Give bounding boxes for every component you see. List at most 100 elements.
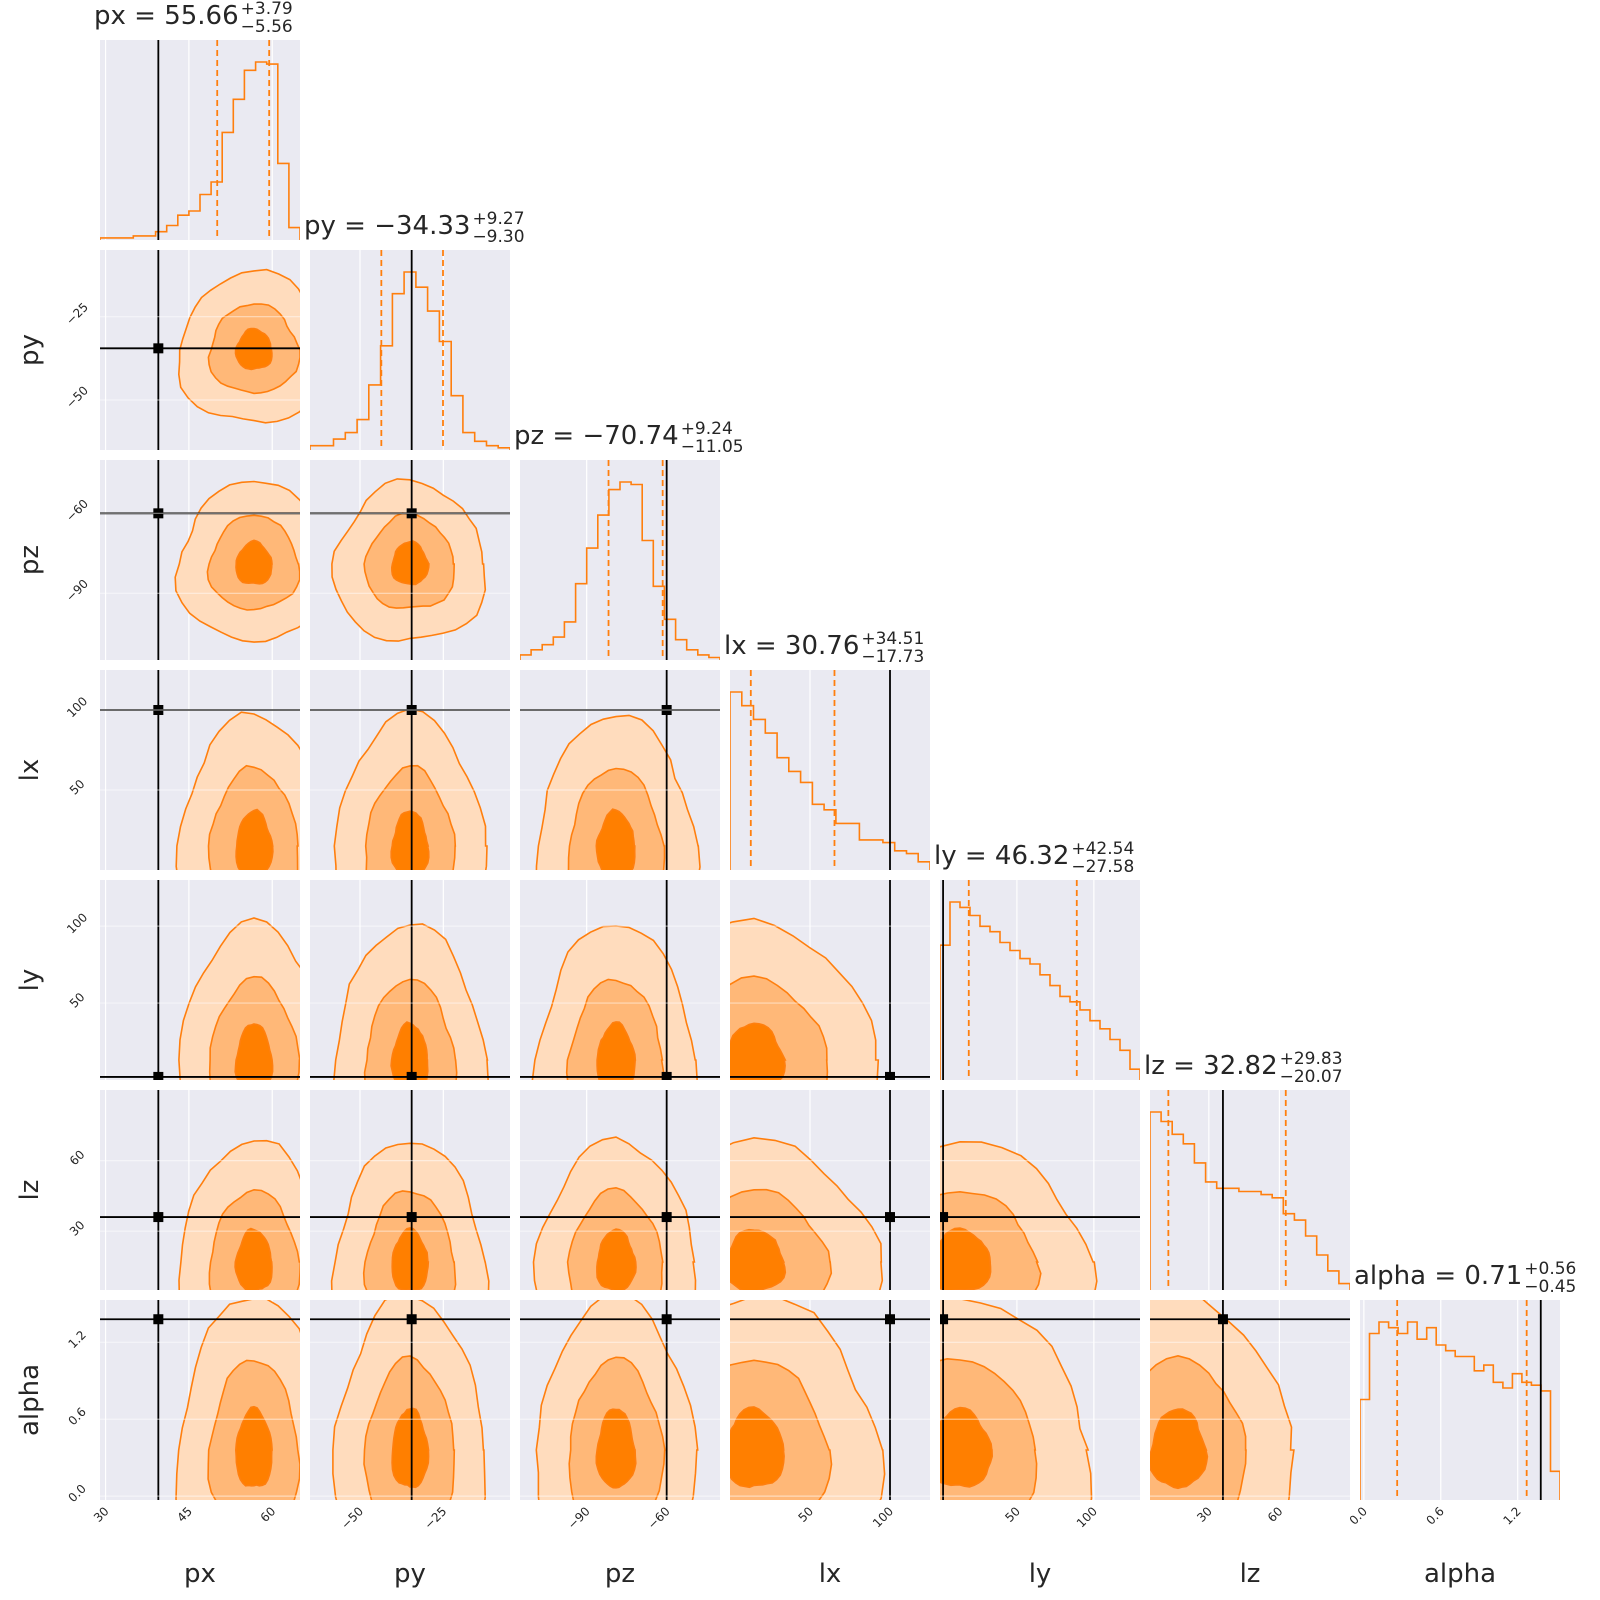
truth-marker bbox=[661, 1212, 672, 1223]
panel-content bbox=[1150, 1090, 1350, 1290]
title-minus-error: −5.56 bbox=[241, 17, 293, 37]
x-axis-label-pz: pz bbox=[605, 1559, 635, 1589]
panel-content bbox=[100, 670, 300, 870]
x-axis-label-px: px bbox=[184, 1559, 216, 1589]
contour-inner bbox=[730, 1022, 787, 1080]
panel-pz-vs-px: −90 −60 bbox=[63, 460, 300, 660]
truth-marker bbox=[940, 1212, 949, 1223]
y-tick-label: 0.6 bbox=[65, 1405, 88, 1428]
x-tick-label: 30 bbox=[1194, 1504, 1215, 1525]
x-tick-label: −25 bbox=[422, 1504, 450, 1532]
title-minus-error: −11.05 bbox=[681, 437, 744, 457]
panel-background bbox=[1360, 1300, 1560, 1500]
panel-lx-vs-px: 50 100 bbox=[64, 670, 300, 870]
panel-content bbox=[520, 460, 720, 660]
truth-marker bbox=[406, 1314, 417, 1325]
y-tick-label: 60 bbox=[67, 1147, 88, 1168]
title-alpha: alpha = 0.71 bbox=[1354, 1261, 1522, 1291]
panel-content bbox=[100, 40, 300, 240]
x-axis-label-lz: lz bbox=[1240, 1559, 1261, 1589]
y-axis-label-lz: lz bbox=[15, 1180, 45, 1201]
y-tick-label: −60 bbox=[63, 497, 91, 525]
y-tick-label: −90 bbox=[63, 577, 91, 605]
contour-inner bbox=[390, 540, 430, 586]
panel-content bbox=[940, 880, 1140, 1080]
panel-content bbox=[520, 880, 720, 1080]
panel-lz-vs-px: 30 60 bbox=[67, 1090, 300, 1290]
y-tick-label: 100 bbox=[64, 910, 90, 936]
y-tick-label: −50 bbox=[63, 383, 91, 411]
y-tick-label: 50 bbox=[67, 990, 88, 1011]
panel-background bbox=[310, 250, 510, 450]
title-median: lz = 32.82 bbox=[1144, 1051, 1278, 1081]
truth-marker bbox=[406, 1071, 417, 1080]
panel-lz-vs-lx bbox=[730, 1090, 930, 1290]
contour-inner bbox=[595, 808, 636, 870]
truth-marker bbox=[153, 343, 164, 354]
histogram-step bbox=[940, 901, 1140, 1080]
contour-inner bbox=[390, 1021, 429, 1080]
title-plus-error: +3.79 bbox=[241, 0, 293, 19]
title-minus-error: −0.45 bbox=[1524, 1277, 1576, 1297]
panel-alpha-vs-pz: −90 −60 bbox=[520, 1300, 720, 1532]
panel-lz-vs-pz bbox=[520, 1090, 720, 1290]
panel-alpha-vs-px: 0.0 0.6 1.2 30 45 60 bbox=[65, 1300, 300, 1525]
title-pz: pz = −70.74 bbox=[514, 421, 679, 451]
title-minus-error: −20.07 bbox=[1280, 1067, 1343, 1087]
contour-inner bbox=[390, 810, 430, 870]
title-median: py = −34.33 bbox=[304, 211, 470, 241]
hist-panel-ly bbox=[940, 880, 1140, 1080]
title-median: px = 55.66 bbox=[94, 1, 239, 31]
histogram-step bbox=[1360, 1321, 1560, 1500]
x-tick-label: −90 bbox=[565, 1504, 593, 1532]
panel-content bbox=[100, 1300, 300, 1500]
contour-inner bbox=[234, 1227, 273, 1290]
hist-panel-alpha: 0.0 0.6 1.2 bbox=[1347, 1300, 1560, 1528]
title-median: ly = 46.32 bbox=[934, 841, 1069, 871]
panel-content bbox=[310, 1090, 510, 1290]
histogram-step bbox=[100, 61, 300, 240]
panel-content bbox=[730, 880, 930, 1080]
contour-inner bbox=[1150, 1408, 1209, 1490]
panel-lx-vs-py bbox=[310, 670, 510, 870]
title-plus-error: +0.56 bbox=[1524, 1259, 1576, 1279]
panel-content bbox=[1150, 1300, 1350, 1500]
truth-marker bbox=[940, 1314, 949, 1325]
panel-content bbox=[310, 880, 510, 1080]
x-tick-label: 60 bbox=[1265, 1504, 1286, 1525]
x-tick-label: 1.2 bbox=[1500, 1504, 1523, 1527]
hist-panel-pz bbox=[520, 460, 720, 660]
panel-content bbox=[730, 1090, 930, 1290]
panel-content bbox=[730, 670, 930, 870]
panel-content bbox=[940, 1300, 1140, 1500]
contour-inner bbox=[234, 1023, 274, 1080]
panel-lz-vs-py bbox=[310, 1090, 510, 1290]
x-tick-label: 0.6 bbox=[1423, 1504, 1446, 1527]
panel-ly-vs-pz bbox=[520, 880, 720, 1080]
title-median: lx = 30.76 bbox=[724, 631, 859, 661]
panel-content bbox=[520, 670, 720, 870]
contour-inner bbox=[235, 539, 273, 585]
panel-content bbox=[520, 1090, 720, 1290]
panel-content bbox=[520, 1300, 720, 1500]
panel-content bbox=[310, 1300, 510, 1500]
contour-inner bbox=[235, 808, 274, 870]
truth-marker bbox=[1217, 1314, 1228, 1325]
panel-background bbox=[1150, 1090, 1350, 1290]
truth-marker bbox=[885, 1071, 895, 1080]
x-tick-label: 100 bbox=[1074, 1504, 1100, 1530]
panel-py-vs-px: −50 −25 bbox=[63, 250, 300, 450]
x-tick-label: 45 bbox=[174, 1504, 195, 1525]
panel-background bbox=[520, 460, 720, 660]
y-axis-label-lx: lx bbox=[15, 759, 45, 782]
panel-alpha-vs-lx: 50 100 bbox=[730, 1300, 930, 1530]
panel-ly-vs-px: 50 100 bbox=[64, 880, 300, 1080]
histogram-step bbox=[730, 691, 930, 870]
y-axis-label-alpha: alpha bbox=[15, 1364, 45, 1436]
contour-inner bbox=[730, 1406, 785, 1489]
panel-ly-vs-py bbox=[310, 880, 510, 1080]
x-axis-label-lx: lx bbox=[819, 1559, 842, 1589]
title-minus-error: −27.58 bbox=[1071, 857, 1134, 877]
title-plus-error: +29.83 bbox=[1280, 1049, 1343, 1069]
x-axis-label-ly: ly bbox=[1029, 1559, 1052, 1589]
